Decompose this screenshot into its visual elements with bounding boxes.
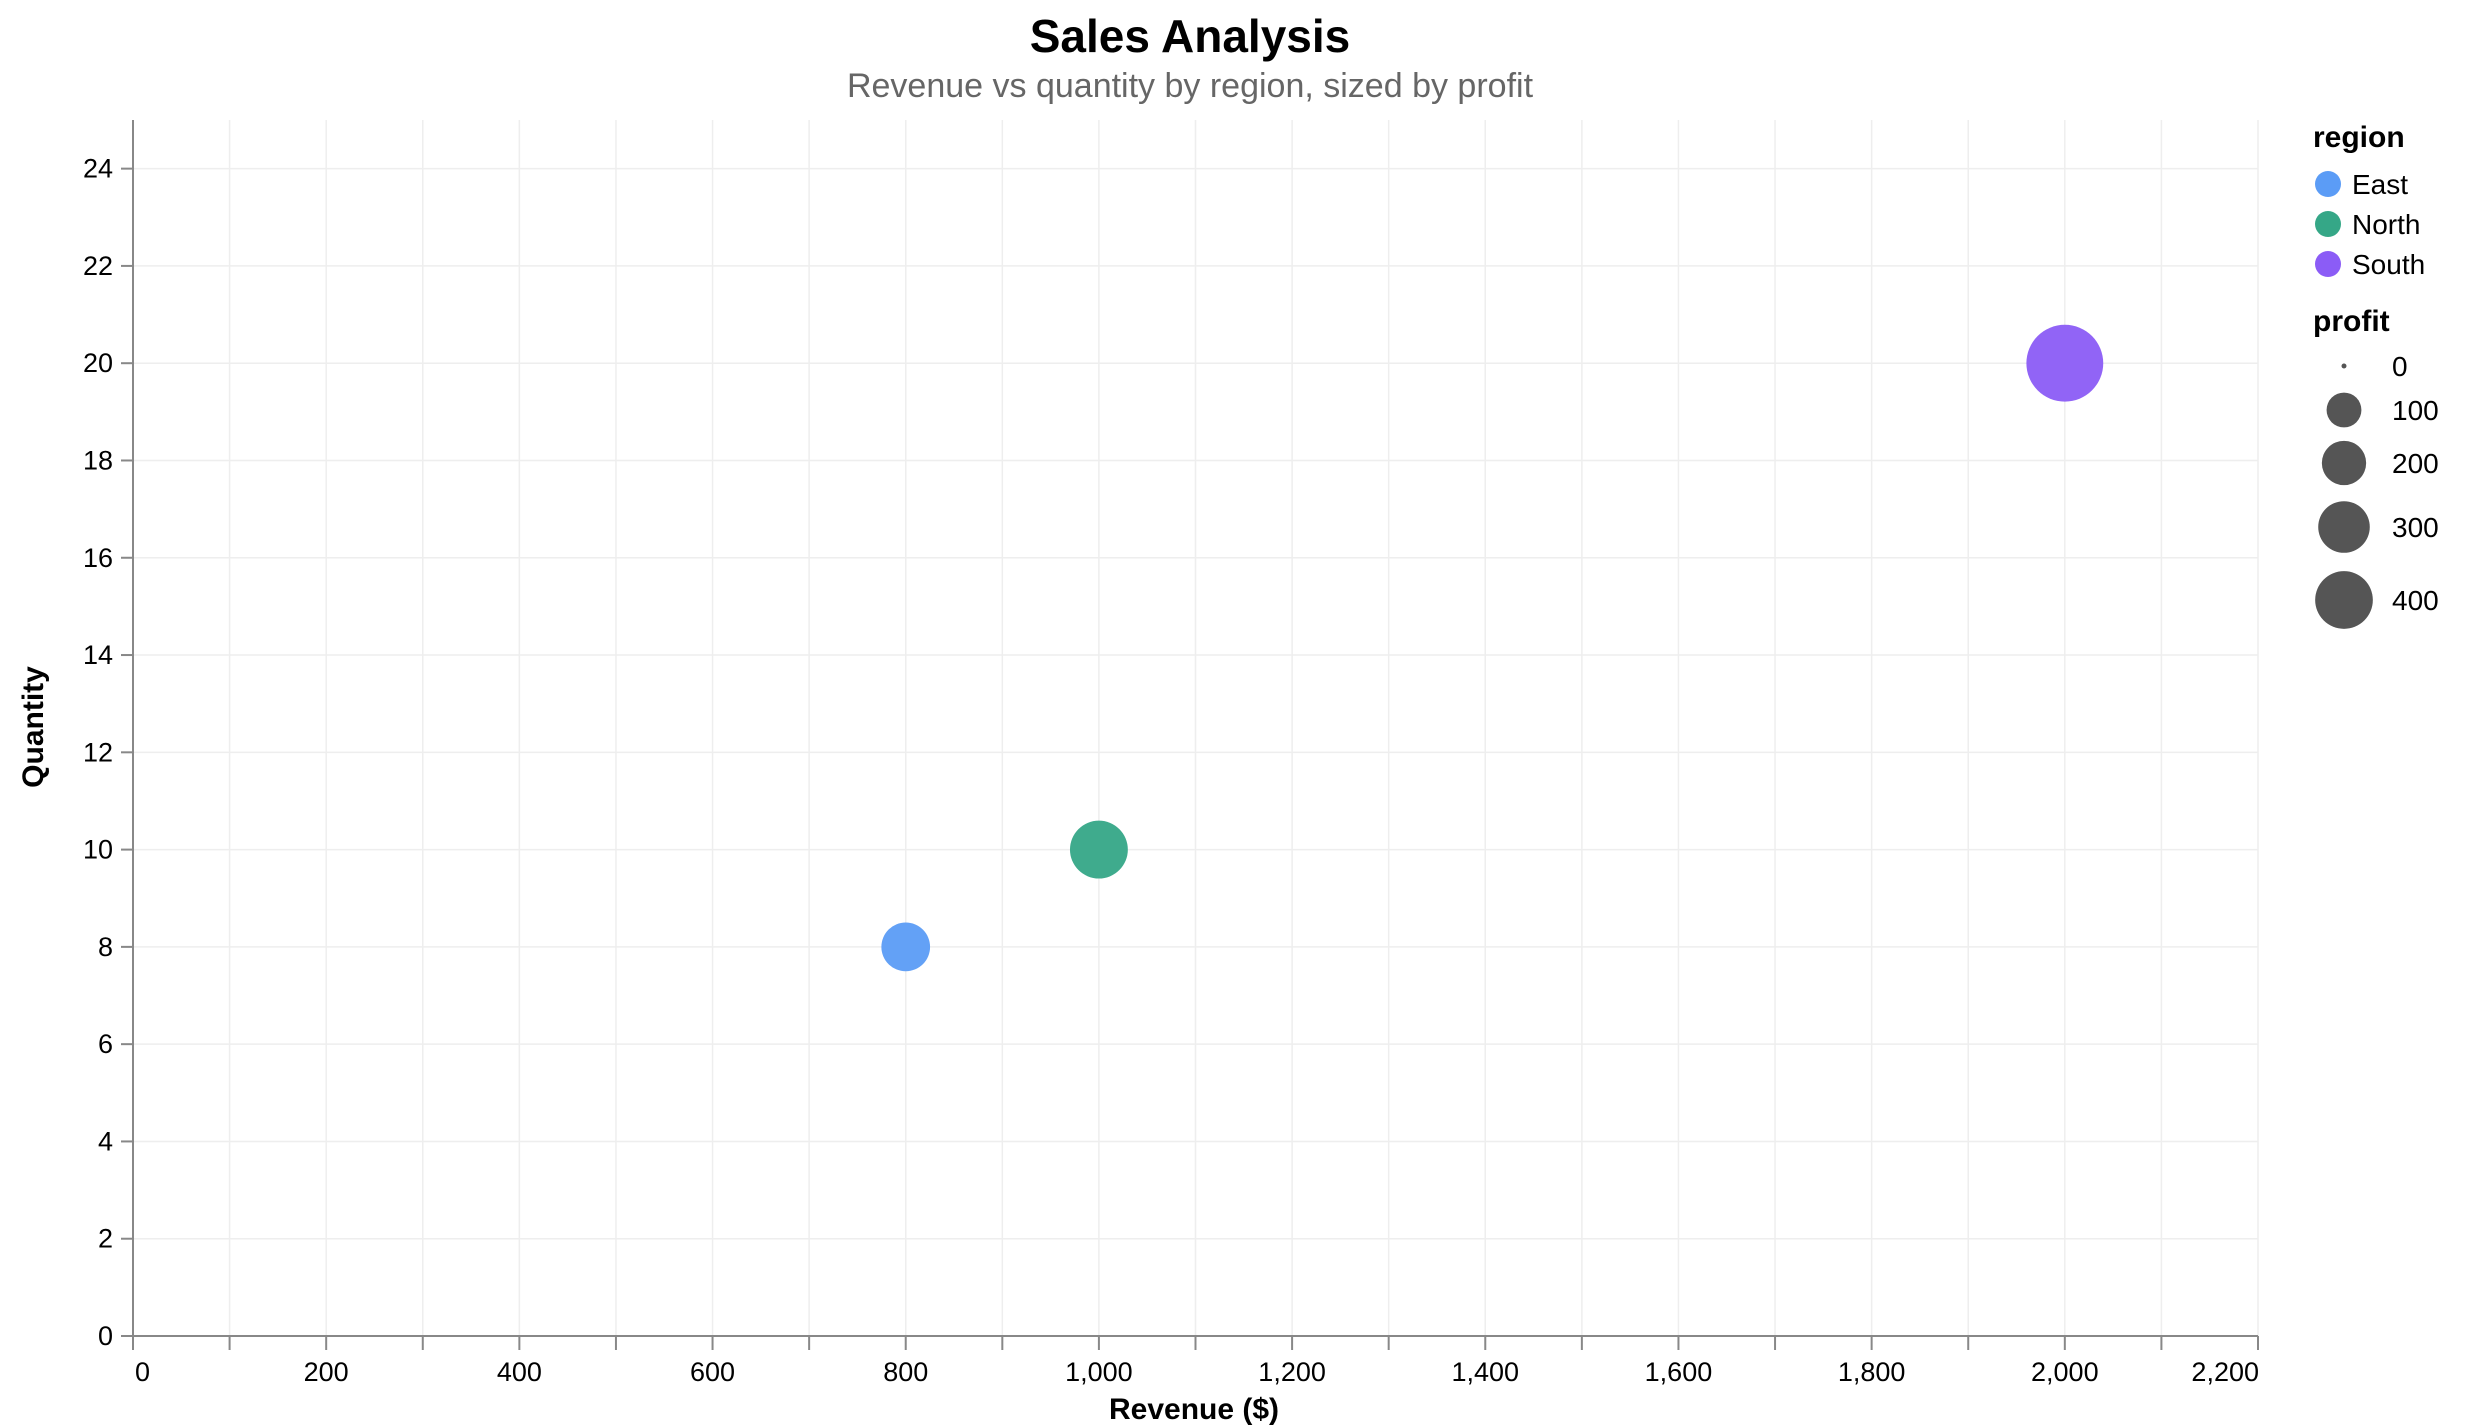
y-tick-label: 24	[83, 154, 113, 184]
y-tick-label: 2	[98, 1224, 113, 1254]
x-tick-label: 1,200	[1258, 1357, 1326, 1387]
y-tick-label: 20	[83, 348, 113, 378]
legend-swatch-south	[2315, 251, 2341, 277]
data-point-north	[1069, 820, 1128, 879]
data-points	[881, 324, 2104, 972]
color-legend-items: East North South	[2315, 169, 2425, 280]
x-axis-title: Revenue ($)	[1109, 1393, 1279, 1426]
x-tick-label: 400	[497, 1357, 542, 1387]
legend-swatch-north	[2315, 211, 2341, 237]
y-axis-title: Quantity	[17, 666, 50, 788]
size-legend-title: profit	[2313, 305, 2390, 338]
x-tick-label: 600	[690, 1357, 735, 1387]
size-legend-swatch	[2326, 392, 2362, 428]
x-tick-label: 2,000	[2031, 1357, 2099, 1387]
data-point-east	[881, 922, 931, 972]
size-legend-label: 300	[2392, 512, 2439, 543]
y-tick-label: 18	[83, 445, 113, 475]
size-legend-label: 200	[2392, 448, 2439, 479]
size-legend-swatch	[2318, 501, 2370, 553]
size-legend-label: 100	[2392, 395, 2439, 426]
size-legend-label: 0	[2392, 351, 2408, 382]
legend-label-north: North	[2352, 209, 2420, 240]
size-legend-label: 400	[2392, 585, 2439, 616]
x-tick-label: 1,000	[1065, 1357, 1133, 1387]
legend-swatch-east	[2315, 171, 2341, 197]
x-tick-label: 800	[883, 1357, 928, 1387]
legend-label-south: South	[2352, 249, 2425, 280]
y-tick-label: 8	[98, 932, 113, 962]
y-tick-label: 12	[83, 737, 113, 767]
chart-title: Sales Analysis	[1030, 10, 1351, 62]
legend: region East North South profit 0 100 200 300 4…	[2313, 121, 2439, 629]
legend-label-east: East	[2352, 169, 2408, 200]
x-tick-label: 1,400	[1451, 1357, 1519, 1387]
axes: 0 200 400 600 800 1,000 1,200 1,400 1,600 1,800 2,…	[83, 120, 2259, 1387]
color-legend-title: region	[2313, 121, 2405, 154]
data-point-south	[2026, 324, 2104, 402]
y-tick-label: 4	[98, 1126, 113, 1156]
size-legend-swatch	[2341, 363, 2347, 369]
x-tick-label: 2,200	[2191, 1357, 2259, 1387]
y-tick-label: 22	[83, 251, 113, 281]
x-tick-label: 1,600	[1645, 1357, 1713, 1387]
size-legend-swatch	[2315, 571, 2373, 629]
chart-subtitle: Revenue vs quantity by region, sized by …	[847, 67, 1534, 105]
size-legend-swatch	[2321, 440, 2367, 486]
grid-lines	[132, 120, 2259, 1337]
size-legend-items: 0 100 200 300 400	[2315, 351, 2439, 629]
y-tick-label: 16	[83, 543, 113, 573]
x-tick-label: 200	[304, 1357, 349, 1387]
y-tick-label: 14	[83, 640, 113, 670]
y-tick-label: 6	[98, 1029, 113, 1059]
x-tick-label: 0	[135, 1357, 150, 1387]
y-tick-label: 10	[83, 835, 113, 865]
y-tick-label: 0	[98, 1321, 113, 1351]
x-tick-label: 1,800	[1838, 1357, 1906, 1387]
